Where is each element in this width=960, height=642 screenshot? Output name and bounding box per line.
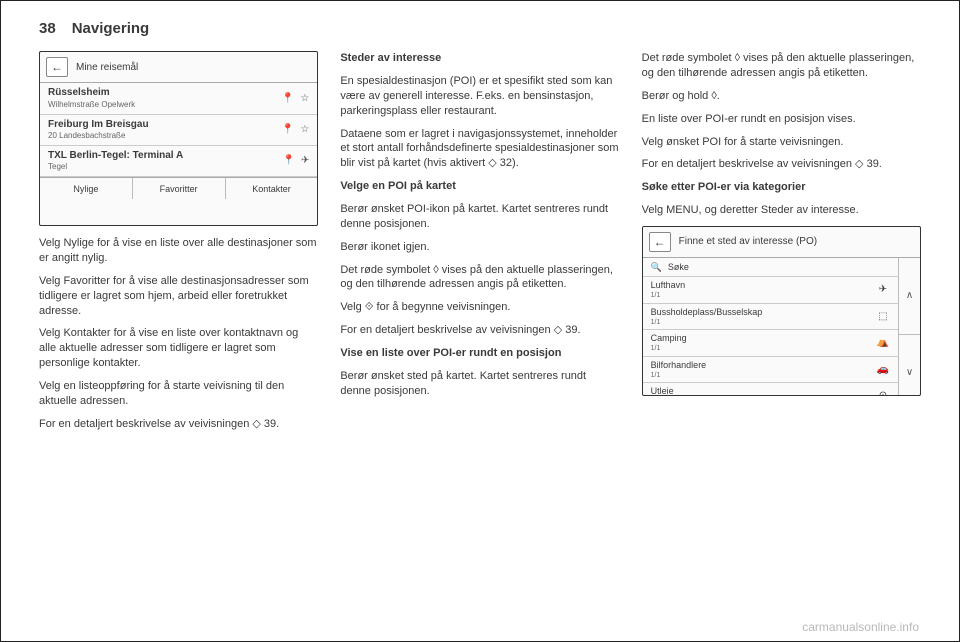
list-item[interactable]: Freiburg Im Breisgau 20 Landesbachstraße…: [40, 115, 317, 146]
ref-icon: ◇: [488, 157, 496, 169]
poi-search-row[interactable]: 🔍 Søke: [643, 258, 898, 277]
paragraph: Velg ønsket POI for å starte veivisninge…: [642, 135, 921, 150]
content-columns: ← Mine reisemål Rüsselsheim Wilhelmstraß…: [39, 51, 921, 596]
paragraph: Berør ønsket POI-ikon på kartet. Kartet …: [340, 202, 619, 232]
list-item[interactable]: Bilforhandlere1/1 🚗: [643, 357, 898, 384]
pin-icon: 📍: [282, 92, 294, 106]
column-3: Det røde symbolet ◊ vises på den aktuell…: [642, 51, 921, 596]
dest-name: TXL Berlin-Tegel: Terminal A: [48, 149, 183, 163]
paragraph: Velg Favoritter for å vise alle destinas…: [39, 274, 318, 319]
back-arrow-icon: ←: [51, 59, 63, 75]
subheading: Velge en POI på kartet: [340, 179, 619, 194]
search-label: Søke: [668, 261, 689, 273]
paragraph: Berør ønsket sted på kartet. Kartet sent…: [340, 369, 619, 399]
screenshot1-tabs: Nylige Favoritter Kontakter: [40, 177, 317, 199]
chevron-up-icon: ∧: [906, 289, 913, 303]
screenshot-poi-categories: ← Finne et sted av interesse (PO) 🔍 Søke…: [642, 226, 921, 396]
key-icon: ⊙: [876, 389, 890, 396]
poi-category-list: Lufthavn1/1 ✈ Bussholdeplass/Busselskap1…: [643, 277, 898, 396]
destination-list: Rüsselsheim Wilhelmstraße Opelwerk 📍 ☆ F…: [40, 83, 317, 177]
page-number: 38: [39, 19, 56, 39]
paragraph: Det røde symbolet ◊ vises på den aktuell…: [340, 263, 619, 293]
paragraph: For en detaljert beskrivelse av veivisni…: [642, 157, 921, 172]
column-2: Steder av interesse En spesialdestinasjo…: [340, 51, 619, 596]
list-item[interactable]: TXL Berlin-Tegel: Terminal A Tegel 📍 ✈: [40, 146, 317, 177]
ref-icon: ◇: [855, 158, 863, 170]
list-item[interactable]: Rüsselsheim Wilhelmstraße Opelwerk 📍 ☆: [40, 83, 317, 114]
screenshot-mine-reisemaal: ← Mine reisemål Rüsselsheim Wilhelmstraß…: [39, 51, 318, 226]
tab-nylige[interactable]: Nylige: [40, 178, 133, 199]
subheading: Vise en liste over POI-er rundt en posis…: [340, 346, 619, 361]
tent-icon: ⛺: [876, 336, 890, 350]
dest-sub: 20 Landesbachstraße: [48, 131, 149, 142]
paragraph: Dataene som er lagret i navigasjonssyste…: [340, 127, 619, 172]
chevron-down-icon: ∨: [906, 366, 913, 380]
paragraph: Velg Nylige for å vise en liste over all…: [39, 236, 318, 266]
screenshot2-title: Finne et sted av interesse (PO): [679, 235, 817, 249]
paragraph: Berør ikonet igjen.: [340, 240, 619, 255]
paragraph: En liste over POI-er rundt en posisjon v…: [642, 112, 921, 127]
screenshot2-header: ← Finne et sted av interesse (PO): [643, 227, 920, 258]
screenshot1-header: ← Mine reisemål: [40, 52, 317, 83]
plane-icon: ✈: [301, 154, 309, 168]
back-button[interactable]: ←: [46, 57, 68, 77]
dest-sub: Tegel: [48, 162, 183, 173]
tab-kontakter[interactable]: Kontakter: [226, 178, 318, 199]
ref-icon: ◇: [554, 324, 562, 336]
paragraph: For en detaljert beskrivelse av veivisni…: [340, 323, 619, 338]
paragraph: Velg Kontakter for å vise en liste over …: [39, 326, 318, 371]
list-item[interactable]: Lufthavn1/1 ✈: [643, 277, 898, 304]
back-arrow-icon: ←: [654, 234, 666, 250]
plane-icon: ✈: [876, 283, 890, 297]
paragraph: En spesialdestinasjon (POI) er et spesif…: [340, 74, 619, 119]
paragraph: Velg ⟐ for å begynne veivisningen.: [340, 300, 619, 315]
dest-name: Rüsselsheim: [48, 86, 135, 100]
paragraph: Velg MENU, og deretter Steder av interes…: [642, 203, 921, 218]
scroll-up-button[interactable]: ∧: [899, 258, 920, 335]
pin-icon: 📍: [282, 154, 294, 168]
bus-icon: ⬚: [876, 310, 890, 324]
tab-favoritter[interactable]: Favoritter: [133, 178, 226, 199]
list-item[interactable]: Camping1/1 ⛺: [643, 330, 898, 357]
watermark: carmanualsonline.info: [802, 619, 919, 635]
scroll-bar: ∧ ∨: [898, 258, 920, 396]
screenshot1-title: Mine reisemål: [76, 61, 138, 75]
subheading: Søke etter POI-er via kategorier: [642, 180, 921, 195]
pin-icon: 📍: [282, 123, 294, 137]
car-icon: 🚗: [876, 363, 890, 377]
back-button[interactable]: ←: [649, 232, 671, 252]
scroll-down-button[interactable]: ∨: [899, 335, 920, 396]
column-1: ← Mine reisemål Rüsselsheim Wilhelmstraß…: [39, 51, 318, 596]
star-icon: ☆: [300, 123, 309, 137]
ref-icon: ◇: [252, 418, 260, 430]
search-icon: 🔍: [651, 261, 662, 273]
paragraph: Berør og hold ◊.: [642, 89, 921, 104]
dest-sub: Wilhelmstraße Opelwerk: [48, 100, 135, 111]
paragraph: For en detaljert beskrivelse av veivisni…: [39, 417, 318, 432]
paragraph: Velg en listeoppføring for å starte veiv…: [39, 379, 318, 409]
manual-page: 38 Navigering ← Mine reisemål Rüsselshei…: [0, 0, 960, 642]
page-header: 38 Navigering: [39, 19, 921, 39]
heading: Steder av interesse: [340, 51, 619, 66]
list-item[interactable]: Bussholdeplass/Busselskap1/1 ⬚: [643, 304, 898, 331]
paragraph: Det røde symbolet ◊ vises på den aktuell…: [642, 51, 921, 81]
dest-name: Freiburg Im Breisgau: [48, 118, 149, 132]
star-icon: ☆: [300, 92, 309, 106]
list-item[interactable]: Utleie1/1 ⊙: [643, 383, 898, 396]
section-title: Navigering: [72, 19, 150, 39]
